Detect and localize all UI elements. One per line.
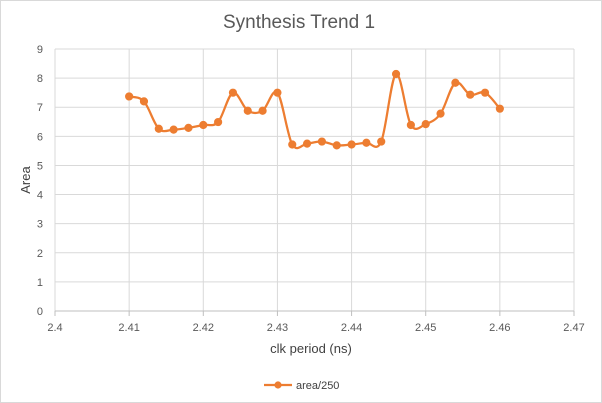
data-point (362, 138, 371, 147)
legend: area/250 (264, 380, 339, 392)
axes (54, 310, 575, 316)
x-tick-label: 2.47 (563, 322, 584, 334)
y-tick-label: 1 (37, 277, 43, 289)
x-axis-label: clk period (ns) (270, 341, 352, 356)
y-tick-label: 8 (37, 73, 43, 85)
data-point (214, 117, 223, 127)
tick-labels: 0 1 2 3 4 5 6 7 8 9 2.4 2.41 2.42 2.43 2.44 2.45 2.46 2.4… (37, 44, 585, 334)
y-tick-label: 5 (37, 160, 43, 172)
data-point (480, 88, 490, 97)
gridlines (54, 48, 575, 311)
legend-label: area/250 (296, 380, 339, 392)
y-tick-label: 4 (37, 190, 43, 202)
data-point (228, 88, 238, 97)
y-tick-label: 0 (37, 306, 43, 318)
data-point (347, 140, 356, 149)
legend-marker (274, 381, 282, 389)
y-tick-label: 9 (37, 44, 43, 56)
data-point (184, 123, 193, 132)
y-tick-label: 6 (37, 131, 43, 143)
data-point (288, 140, 297, 149)
x-tick-label: 2.46 (489, 322, 510, 334)
y-tick-label: 3 (37, 219, 43, 231)
data-point (169, 125, 178, 134)
data-point (466, 90, 475, 99)
data-point (436, 109, 445, 118)
data-point (273, 88, 282, 97)
data-point (332, 141, 341, 150)
data-point (495, 104, 504, 113)
y-tick-label: 7 (37, 102, 43, 114)
data-point (139, 97, 149, 106)
data-point (317, 137, 327, 146)
x-tick-label: 2.44 (341, 322, 362, 334)
data-point (302, 139, 312, 148)
data-point (199, 120, 208, 130)
data-point (377, 137, 386, 146)
data-point (451, 78, 460, 87)
x-tick-label: 2.42 (193, 322, 214, 334)
data-point (154, 124, 163, 133)
data-point (421, 120, 430, 129)
y-axis-label: Area (18, 166, 33, 194)
x-tick-label: 2.4 (47, 322, 62, 334)
data-point (258, 106, 267, 115)
data-point (243, 106, 252, 115)
data-point (125, 92, 134, 101)
chart-title: Synthesis Trend 1 (223, 12, 375, 33)
x-tick-label: 2.41 (118, 322, 139, 334)
y-tick-label: 2 (37, 248, 43, 260)
data-point (391, 69, 401, 79)
x-tick-label: 2.43 (267, 322, 288, 334)
data-point (406, 120, 415, 130)
series-layer (125, 69, 504, 150)
x-tick-label: 2.45 (415, 322, 436, 334)
